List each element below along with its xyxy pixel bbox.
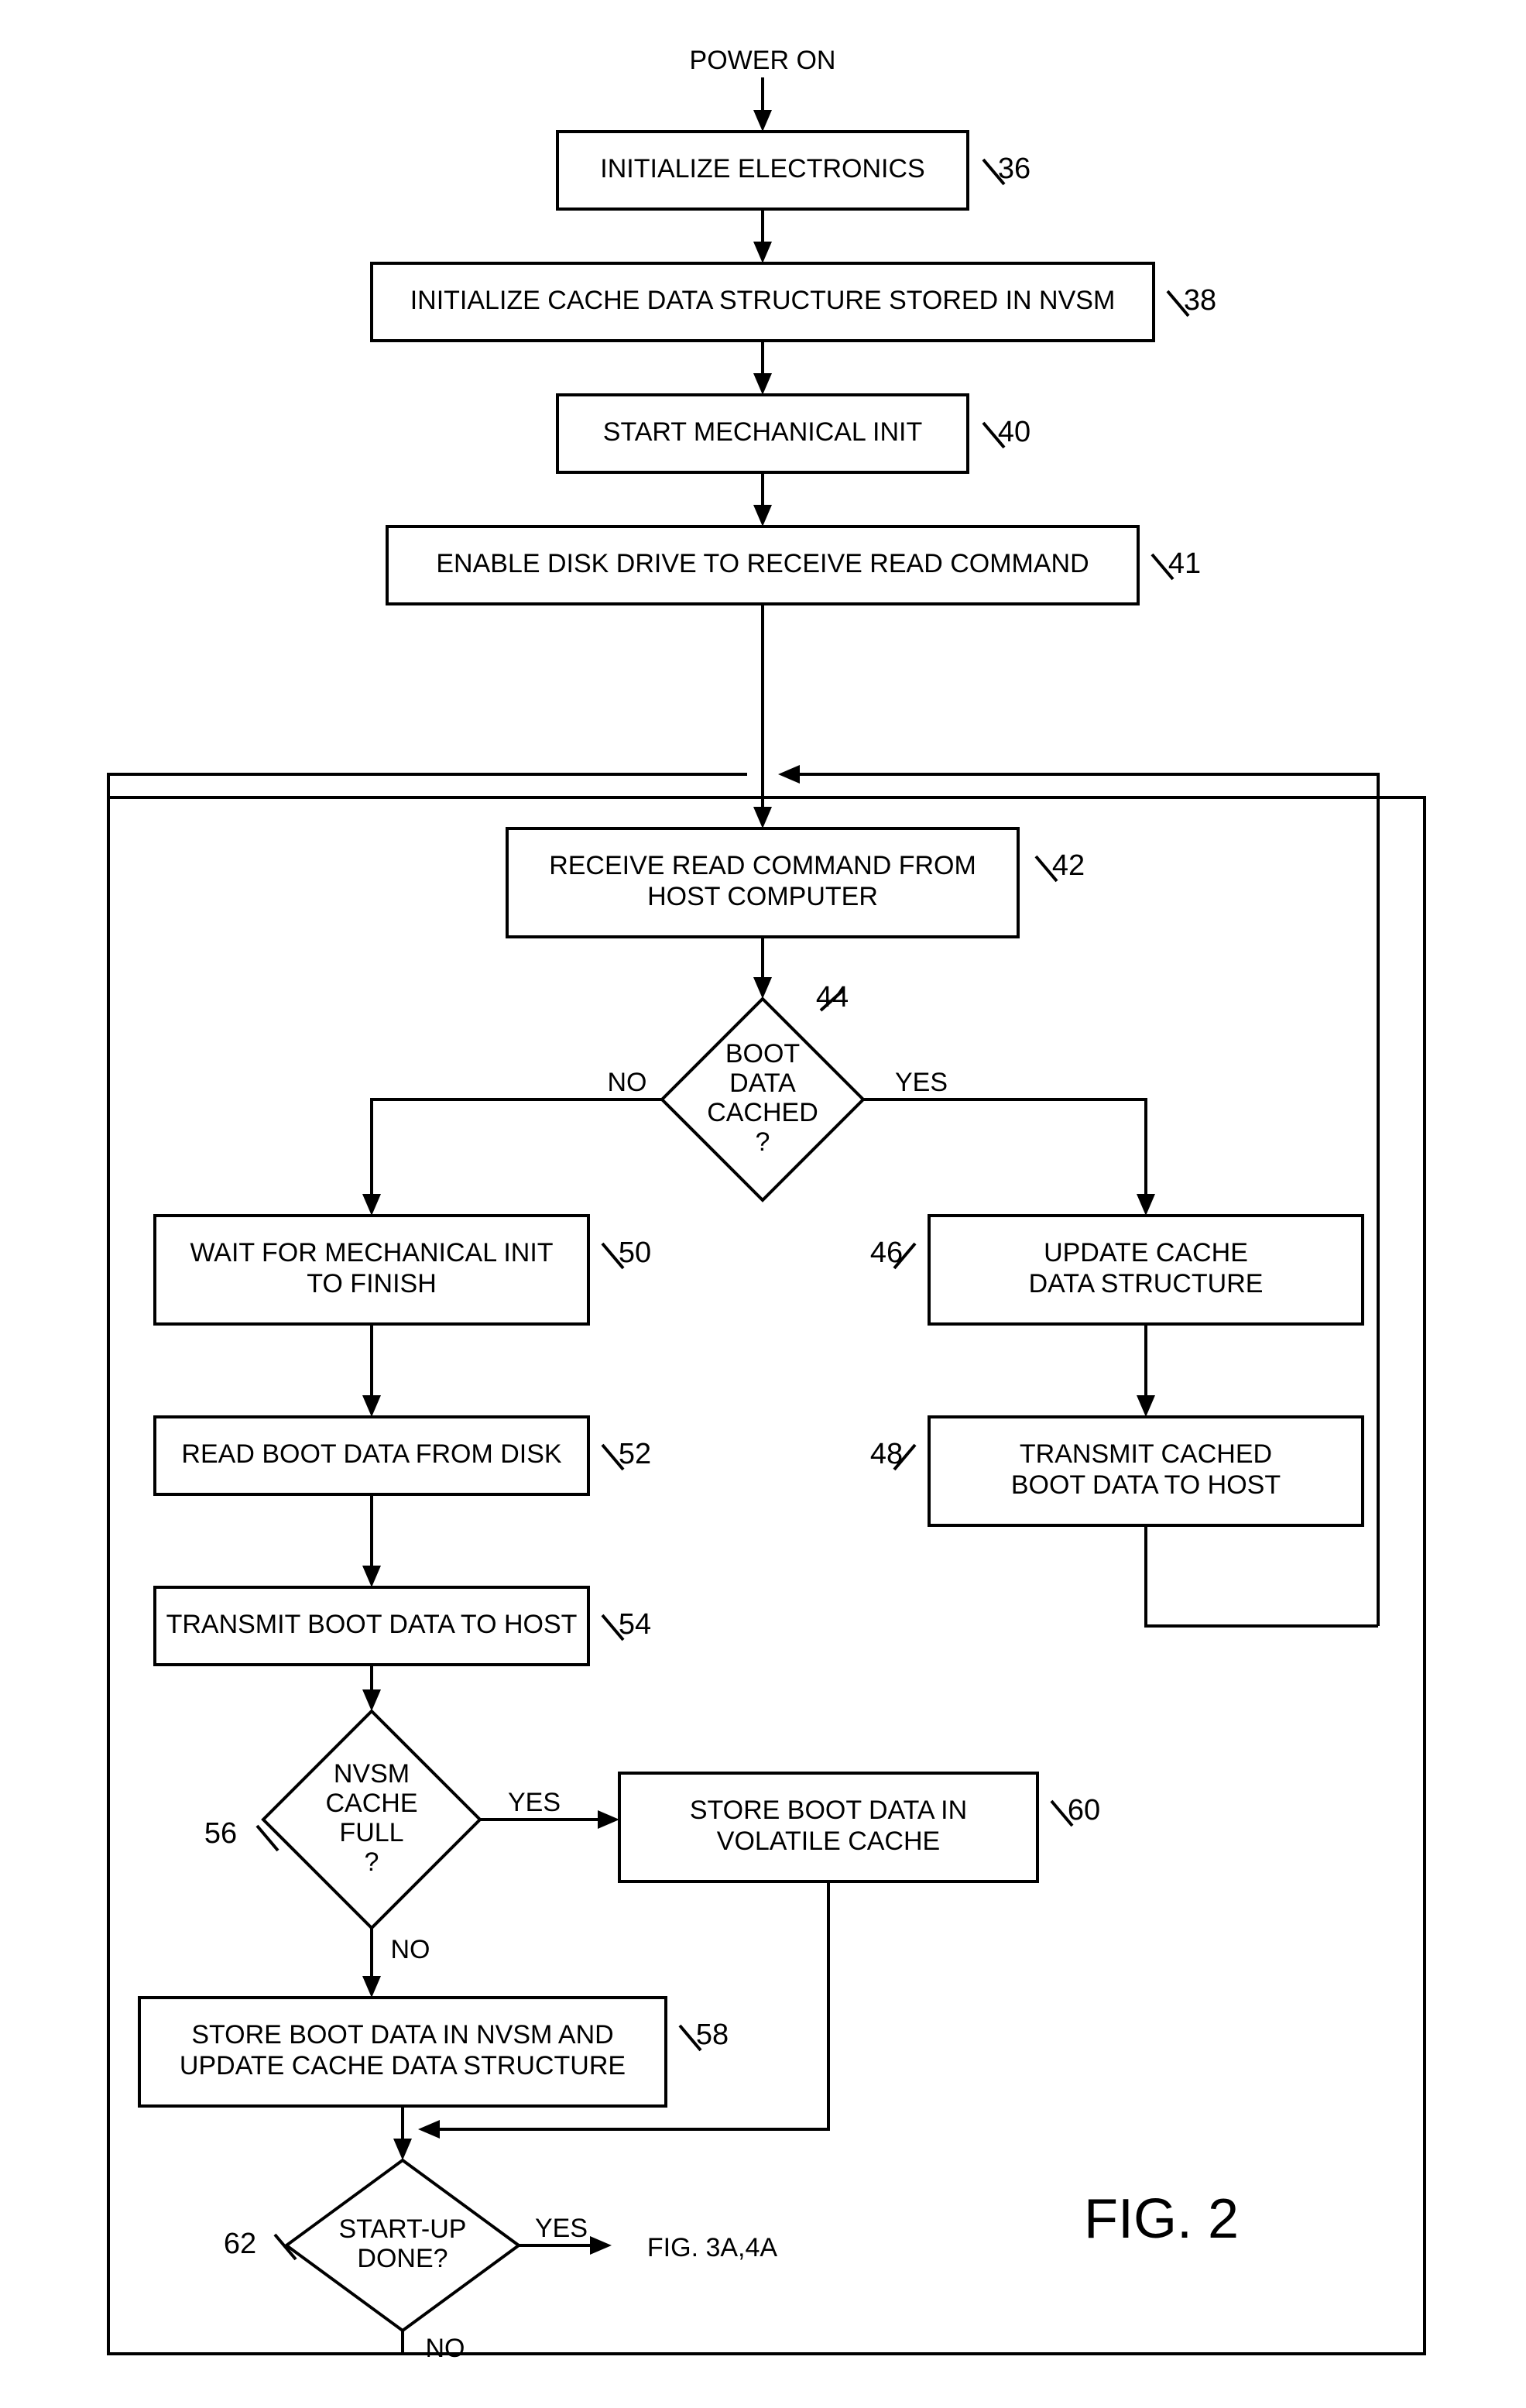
node-label: BOOT [725, 1039, 800, 1069]
node-label: CACHE [325, 1789, 417, 1818]
node-label: VOLATILE CACHE [717, 1827, 940, 1856]
node-label: TRANSMIT BOOT DATA TO HOST [166, 1610, 578, 1639]
flow-node-n46: UPDATE CACHEDATA STRUCTURE [929, 1216, 1363, 1324]
node-label: ? [365, 1847, 379, 1877]
node-label: STORE BOOT DATA IN NVSM AND [191, 2020, 613, 2050]
ref-number: 60 [1068, 1794, 1100, 1827]
flowchart-canvas: INITIALIZE ELECTRONICS 36 INITIALIZE CACHE… [0, 0, 1526, 2408]
flow-node-n40: START MECHANICAL INIT [557, 395, 968, 472]
ref-number: 56 [204, 1817, 237, 1850]
node-label: UPDATE CACHE [1044, 1238, 1248, 1267]
edge-label: NO [608, 1068, 647, 1097]
edge-label: NO [391, 1935, 430, 1964]
flow-node-n42: RECEIVE READ COMMAND FROMHOST COMPUTER [507, 828, 1018, 937]
ref-number: 48 [870, 1438, 903, 1470]
edge-label: YES [895, 1068, 948, 1097]
edge-label: NO [426, 2334, 465, 2363]
flow-node-n52: READ BOOT DATA FROM DISK [155, 1417, 588, 1494]
flow-node-n54: TRANSMIT BOOT DATA TO HOST [155, 1587, 588, 1665]
flow-node-n50: WAIT FOR MECHANICAL INITTO FINISH [155, 1216, 588, 1324]
flow-node-n41: ENABLE DISK DRIVE TO RECEIVE READ COMMAN… [387, 527, 1138, 604]
ref-number: 40 [998, 416, 1030, 448]
flow-node-n60: STORE BOOT DATA INVOLATILE CACHE [619, 1773, 1037, 1881]
node-label: RECEIVE READ COMMAND FROM [549, 851, 976, 880]
edge-label: YES [535, 2214, 588, 2243]
node-label: DONE? [357, 2244, 448, 2273]
node-label: CACHED [707, 1098, 818, 1127]
node-label: STORE BOOT DATA IN [690, 1796, 967, 1825]
ref-number: 54 [619, 1608, 651, 1641]
flow-node-n58: STORE BOOT DATA IN NVSM ANDUPDATE CACHE … [139, 1998, 666, 2106]
flow-node-n48: TRANSMIT CACHEDBOOT DATA TO HOST [929, 1417, 1363, 1525]
ref-number: 58 [696, 2019, 729, 2051]
node-label: HOST COMPUTER [647, 882, 878, 911]
node-label: FULL [339, 1818, 403, 1847]
ref-number: 46 [870, 1237, 903, 1269]
ref-number: 50 [619, 1237, 651, 1269]
node-label: START MECHANICAL INIT [603, 417, 922, 447]
edge-label: FIG. 3A,4A [647, 2233, 777, 2262]
node-label: READ BOOT DATA FROM DISK [181, 1439, 561, 1469]
figure-title: FIG. 2 [1084, 2188, 1239, 2250]
node-label: INITIALIZE CACHE DATA STRUCTURE STORED I… [410, 286, 1116, 315]
node-label: TO FINISH [307, 1269, 437, 1298]
ref-number: 44 [816, 981, 849, 1014]
ref-number: 38 [1184, 284, 1216, 317]
node-label: UPDATE CACHE DATA STRUCTURE [180, 2051, 626, 2080]
node-label: WAIT FOR MECHANICAL INIT [190, 1238, 553, 1267]
node-label: START-UP [339, 2214, 467, 2244]
node-label: TRANSMIT CACHED [1020, 1439, 1272, 1469]
ref-number: 36 [998, 153, 1030, 185]
edge-label: YES [508, 1788, 561, 1817]
node-label: DATA STRUCTURE [1029, 1269, 1264, 1298]
node-label: ENABLE DISK DRIVE TO RECEIVE READ COMMAN… [436, 549, 1089, 578]
ref-number: 41 [1168, 547, 1201, 580]
node-label: ? [756, 1127, 770, 1157]
ref-number: 62 [224, 2228, 256, 2260]
ref-number: 52 [619, 1438, 651, 1470]
node-label: DATA [729, 1069, 796, 1098]
node-label: NVSM [334, 1759, 410, 1789]
node-label: BOOT DATA TO HOST [1011, 1470, 1281, 1500]
start-label: POWER ON [690, 46, 836, 75]
ref-number: 42 [1052, 849, 1085, 882]
node-label: INITIALIZE ELECTRONICS [600, 154, 924, 184]
flow-node-n36: INITIALIZE ELECTRONICS [557, 132, 968, 209]
flow-node-n38: INITIALIZE CACHE DATA STRUCTURE STORED I… [372, 263, 1154, 341]
